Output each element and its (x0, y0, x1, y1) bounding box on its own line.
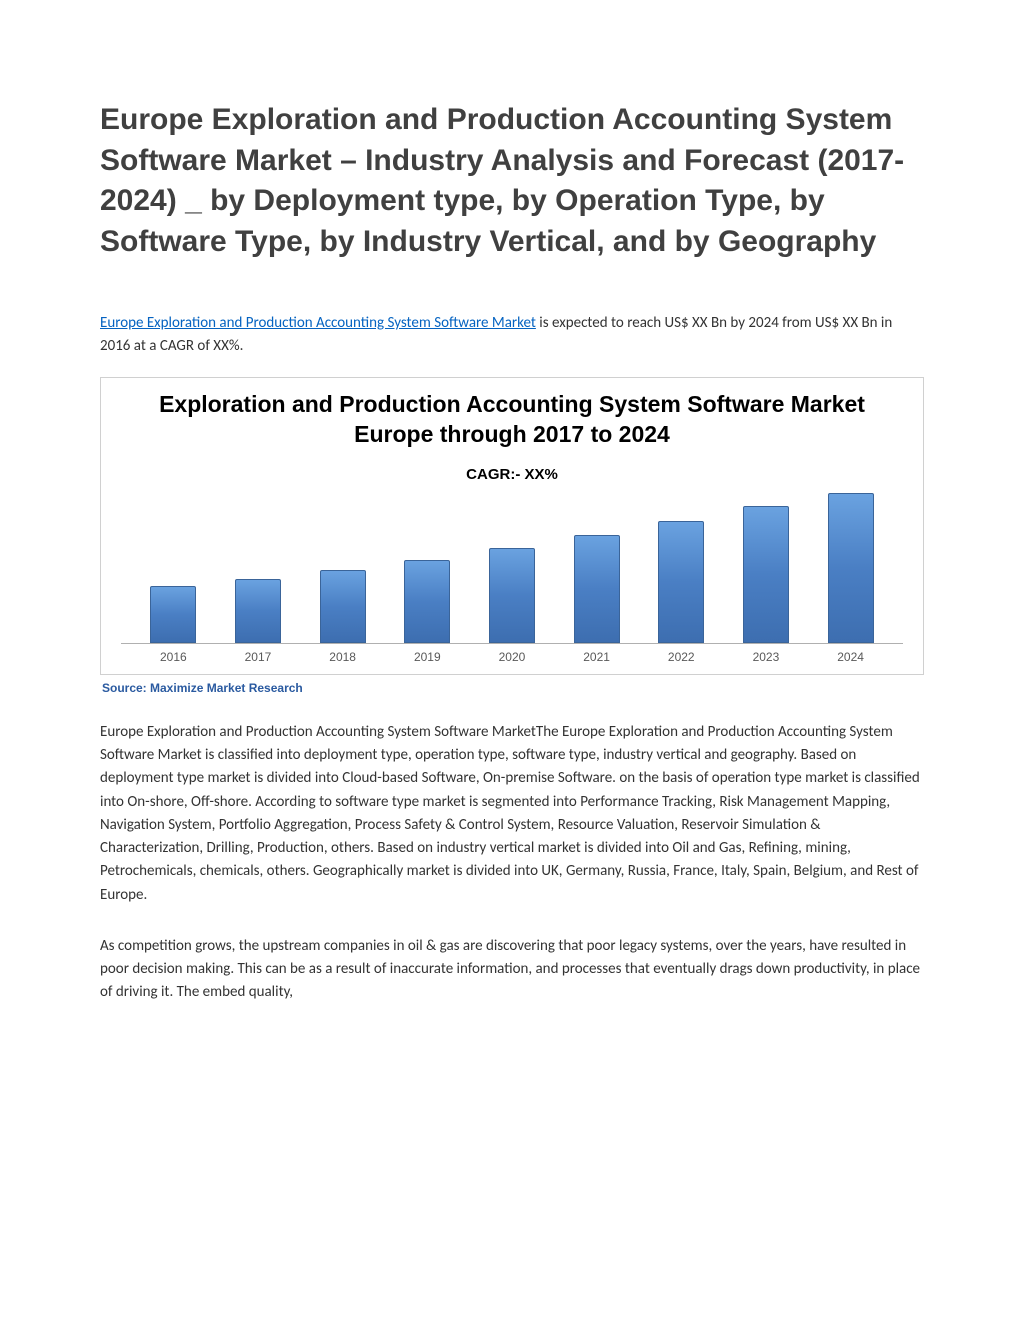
bar (150, 586, 196, 643)
body-paragraph-1: Europe Exploration and Production Accoun… (100, 721, 924, 907)
xtick-label: 2016 (138, 650, 208, 664)
bar-group (562, 535, 632, 642)
page-title: Europe Exploration and Production Accoun… (100, 100, 924, 262)
chart-title: Exploration and Production Accounting Sy… (121, 390, 903, 450)
market-link[interactable]: Europe Exploration and Production Accoun… (100, 314, 536, 332)
xtick-label: 2024 (816, 650, 886, 664)
chart-xaxis: 2016 2017 2018 2019 2020 2021 2022 2023 2024 (121, 644, 903, 664)
bar (320, 570, 366, 642)
bar (658, 521, 704, 643)
bar-group (308, 570, 378, 642)
bar (235, 579, 281, 643)
xtick-label: 2018 (308, 650, 378, 664)
xtick-label: 2017 (223, 650, 293, 664)
intro-paragraph: Europe Exploration and Production Accoun… (100, 312, 924, 357)
chart-source: Source: Maximize Market Research (100, 681, 924, 695)
chart-cagr-label: CAGR:- XX% (121, 466, 903, 483)
bar-group (816, 493, 886, 643)
bar (828, 493, 874, 643)
xtick-label: 2019 (392, 650, 462, 664)
xtick-label: 2023 (731, 650, 801, 664)
bar (743, 506, 789, 642)
bar (404, 560, 450, 643)
bar-group (646, 521, 716, 643)
body-paragraph-2: As competition grows, the upstream compa… (100, 935, 924, 1005)
xtick-label: 2021 (562, 650, 632, 664)
bar-group (138, 586, 208, 643)
bar-group (731, 506, 801, 642)
bar (489, 548, 535, 643)
bar-group (392, 560, 462, 643)
bar-group (477, 548, 547, 643)
chart-container: Exploration and Production Accounting Sy… (100, 377, 924, 675)
chart-plot-area (121, 489, 903, 644)
bar (574, 535, 620, 642)
xtick-label: 2022 (646, 650, 716, 664)
xtick-label: 2020 (477, 650, 547, 664)
bar-group (223, 579, 293, 643)
